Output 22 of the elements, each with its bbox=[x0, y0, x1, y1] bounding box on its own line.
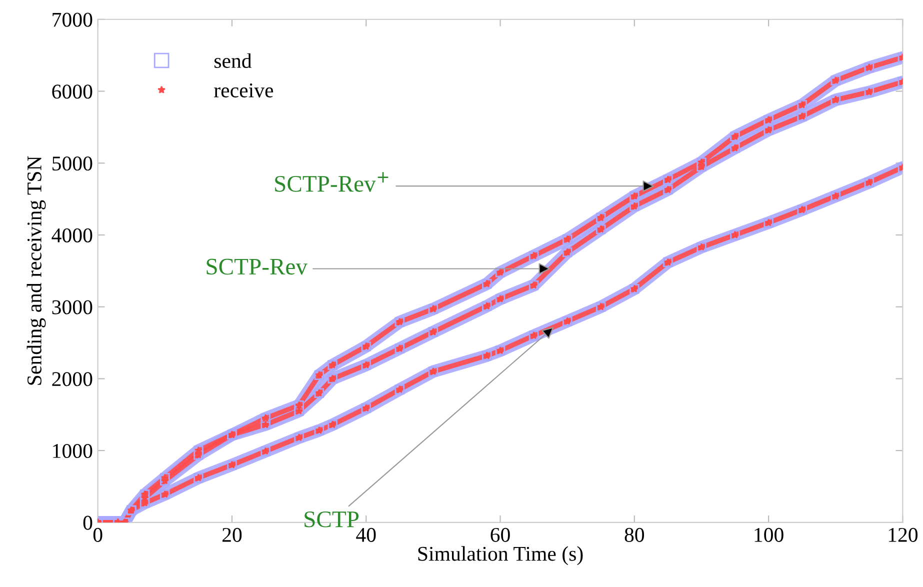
x-tick-label: 0 bbox=[93, 528, 102, 542]
y-tick-label: 0 bbox=[83, 516, 92, 530]
x-tick-label: 60 bbox=[490, 528, 510, 542]
y-tick-label: 2000 bbox=[52, 372, 92, 386]
annotation: SCTP-Rev$^{+}$ bbox=[275, 172, 388, 192]
y-tick-label: 4000 bbox=[52, 228, 92, 242]
legend-label: receive bbox=[214, 83, 274, 98]
y-tick-label: 3000 bbox=[52, 300, 92, 314]
annotation: SCTP-Rev bbox=[206, 258, 308, 275]
legend-label: send bbox=[214, 53, 252, 68]
y-tick-label: 5000 bbox=[52, 156, 92, 171]
x-tick-label: 40 bbox=[356, 528, 376, 542]
y-tick-label: 7000 bbox=[52, 12, 92, 27]
x-tick-label: 120 bbox=[888, 528, 918, 542]
y-tick-label: 1000 bbox=[53, 444, 92, 458]
annotation: SCTP bbox=[304, 511, 359, 528]
x-axis-title: Simulation Time (s) bbox=[418, 546, 583, 566]
x-tick-label: 80 bbox=[624, 528, 644, 542]
y-axis-title: Sending and receiving TSN bbox=[26, 156, 46, 385]
x-tick-label: 20 bbox=[222, 528, 242, 542]
x-tick-label: 100 bbox=[754, 528, 784, 542]
y-tick-label: 6000 bbox=[52, 84, 92, 99]
